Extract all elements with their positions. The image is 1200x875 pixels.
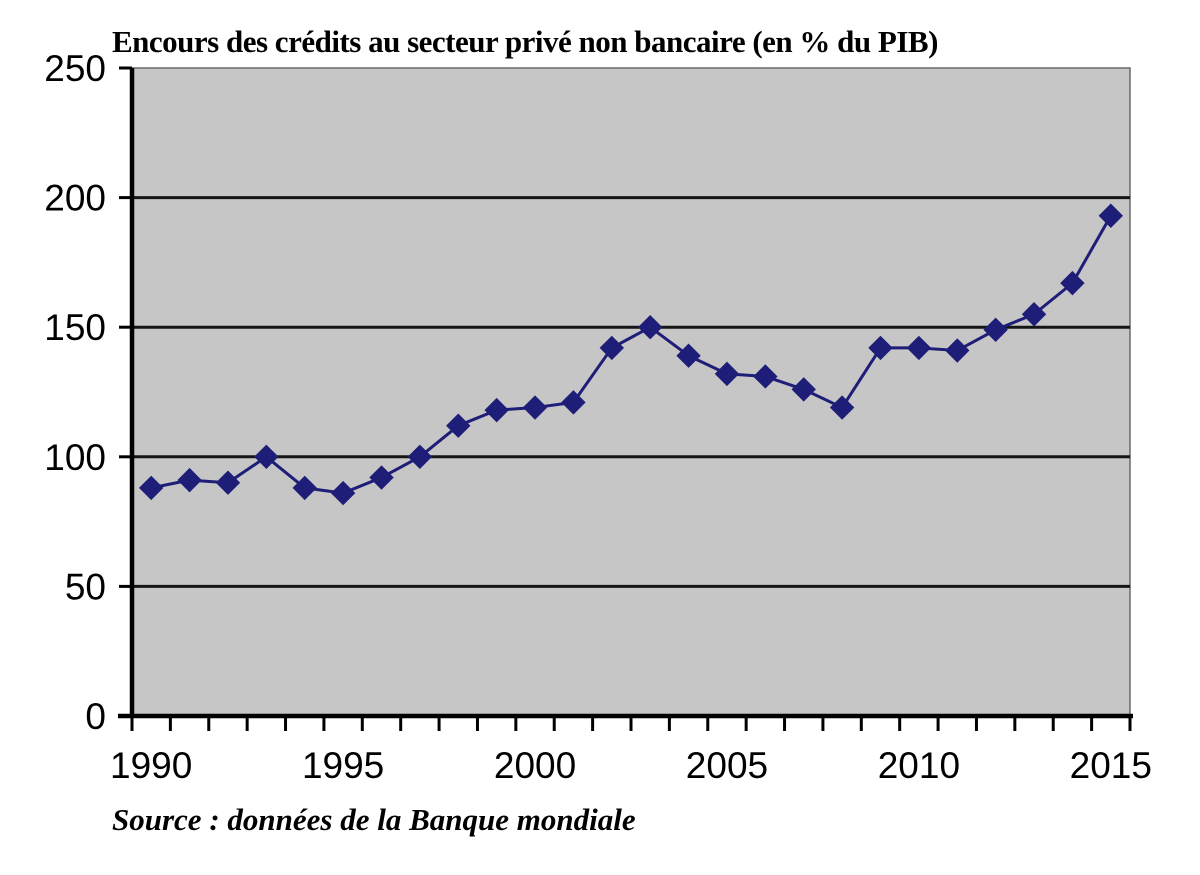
data-point — [1060, 270, 1085, 296]
data-point — [369, 465, 394, 490]
data-point — [407, 444, 433, 470]
chart-title: Encours des crédits au secteur privé non… — [112, 24, 938, 59]
data-point — [561, 390, 586, 415]
data-point — [983, 317, 1008, 342]
data-point — [791, 377, 816, 402]
source-caption: Source : données de la Banque mondiale — [112, 802, 636, 837]
y-tick-label: 250 — [44, 48, 106, 89]
data-point — [637, 314, 663, 340]
data-point — [599, 335, 625, 361]
data-point — [1021, 302, 1047, 327]
x-tick-label: 1990 — [110, 745, 192, 786]
data-point — [484, 397, 509, 423]
data-point — [138, 475, 164, 501]
data-point — [906, 335, 932, 361]
y-tick-label: 200 — [44, 178, 106, 219]
data-point — [522, 395, 548, 420]
data-point — [829, 395, 855, 420]
data-point — [330, 480, 356, 506]
y-tick-label: 150 — [44, 307, 106, 348]
x-tick-label: 1995 — [302, 745, 384, 786]
x-tick-label: 2000 — [494, 745, 576, 786]
data-point — [446, 413, 471, 438]
data-point — [676, 343, 701, 368]
data-point — [215, 470, 241, 495]
data-point — [868, 335, 893, 361]
data-point — [254, 444, 279, 470]
data-point — [177, 467, 202, 493]
x-tick-label: 2005 — [686, 745, 768, 786]
y-tick-label: 100 — [44, 437, 106, 478]
x-tick-label: 2010 — [878, 745, 960, 786]
data-point — [1098, 203, 1124, 228]
data-point — [753, 364, 778, 389]
data-point — [292, 475, 317, 501]
y-tick-label: 0 — [85, 696, 106, 737]
x-tick-label: 2015 — [1070, 745, 1152, 786]
y-tick-label: 50 — [65, 566, 106, 607]
plot-area — [131, 67, 1131, 717]
data-point — [714, 361, 740, 387]
data-point — [945, 338, 970, 363]
